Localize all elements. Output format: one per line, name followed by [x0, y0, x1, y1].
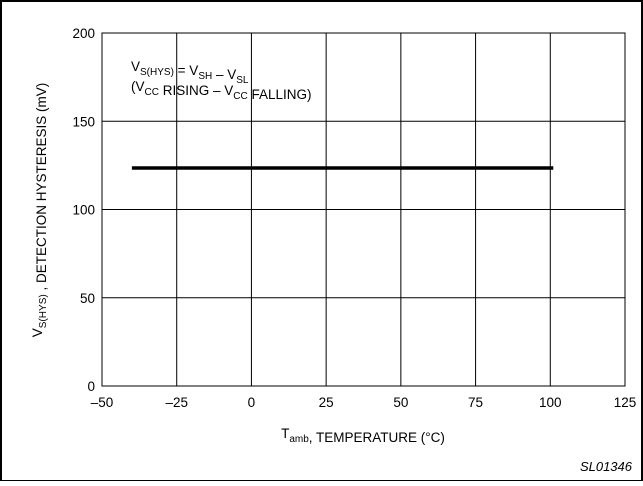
annotation-line-1: VS(HYS) = VSH – VSL [131, 59, 249, 86]
y-tick-label: 0 [87, 379, 95, 394]
y-axis-label: VS(HYS) , DETECTION HYSTERESIS (mV) [30, 83, 49, 337]
y-tick-labels: 0 50 100 150 200 [72, 26, 95, 394]
x-tick-label: 50 [393, 395, 408, 410]
x-tick-label: –50 [91, 395, 114, 410]
x-tick-label: –25 [165, 395, 188, 410]
x-tick-label: 25 [319, 395, 334, 410]
y-tick-label: 200 [72, 26, 95, 41]
annotation-line-2: (VCC RISING – VCC FALLING) [131, 79, 311, 102]
x-tick-label: 125 [614, 395, 637, 410]
grid [102, 33, 625, 386]
figure-id: SL01346 [580, 459, 633, 474]
x-tick-labels: –50 –25 0 25 50 75 100 125 [91, 395, 637, 410]
x-axis-label: Tamb, TEMPERATURE (°C) [281, 426, 445, 445]
x-tick-label: 100 [539, 395, 562, 410]
y-tick-label: 50 [80, 291, 95, 306]
plot-frame [101, 32, 626, 387]
y-tick-label: 150 [72, 114, 95, 129]
x-tick-label: 0 [248, 395, 256, 410]
x-tick-label: 75 [468, 395, 483, 410]
y-tick-label: 100 [72, 203, 95, 218]
